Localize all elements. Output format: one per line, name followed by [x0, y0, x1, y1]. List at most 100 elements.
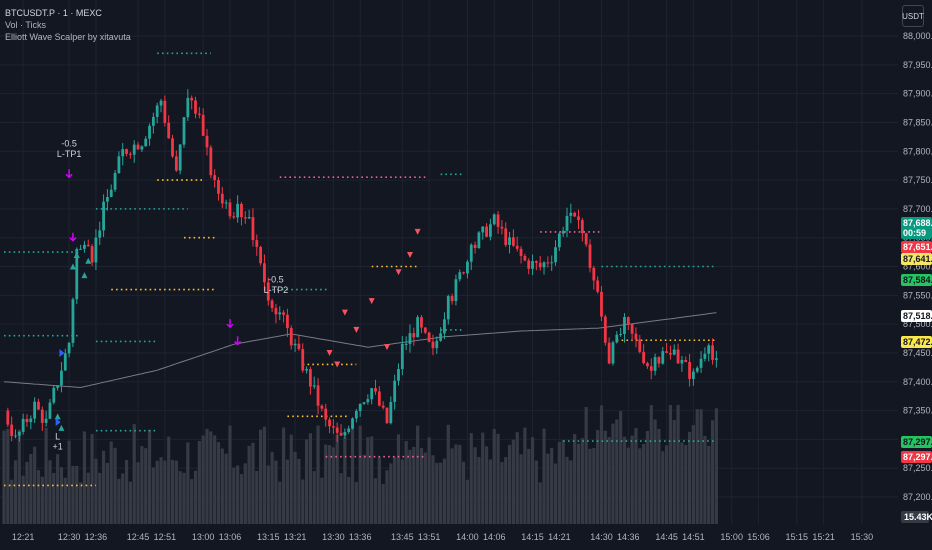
price-tag: [901, 253, 932, 265]
price-tick-label: 87,600.0: [903, 262, 932, 272]
volume-bar: [626, 447, 630, 524]
volume-bar: [645, 431, 650, 524]
elliott-indicator-label[interactable]: Elliott Wave Scalper by xitavuta: [5, 32, 131, 42]
candle-up: [67, 342, 71, 354]
time-tick-label: 14:15: [521, 532, 544, 542]
volume-bar: [400, 459, 404, 524]
candle-down: [374, 388, 377, 392]
volume-bar: [205, 428, 209, 524]
volume-bar: [592, 448, 596, 524]
time-tick-label: 13:30: [322, 532, 345, 542]
wave-marker-icon: [69, 232, 77, 242]
sell-arrow-icon: [334, 361, 341, 368]
candle-down: [205, 135, 209, 148]
volume-bar: [619, 411, 623, 524]
candle-down: [527, 260, 531, 269]
candle-down: [381, 405, 385, 408]
candle-down: [228, 202, 232, 217]
candle-down: [309, 369, 312, 387]
volume-bar: [151, 467, 155, 524]
candle-up: [397, 369, 400, 381]
candle-down: [339, 432, 343, 436]
volume-bar: [232, 467, 236, 524]
volume-bar: [147, 429, 152, 524]
price-axis[interactable]: 88,000.0 87,950.0 87,900.0 87,850.0 87,800.0…: [903, 31, 932, 502]
candle-up: [569, 212, 573, 216]
candle-down: [90, 246, 94, 263]
time-axis[interactable]: 12:21 12:30 12:36 12:45 12:51 13:00 13:06 13:15…: [12, 532, 873, 542]
volume-bar: [507, 444, 512, 524]
volume-bar: [136, 462, 140, 524]
volume-bar: [33, 446, 37, 524]
volume-bar: [408, 449, 412, 524]
candle-up: [178, 144, 182, 171]
candle-down: [634, 333, 638, 340]
volume-bar: [297, 458, 301, 524]
volume-bar: [224, 453, 228, 524]
volume-bar: [611, 423, 615, 524]
volume-bar: [182, 472, 186, 524]
volume-bar: [170, 459, 175, 524]
candle-down: [427, 332, 431, 342]
volume-bar: [488, 459, 493, 524]
symbol-title[interactable]: BTCUSDT.P · 1 · MEXC: [5, 8, 102, 18]
volume-bar: [649, 405, 653, 524]
sell-arrow-icon: [353, 326, 360, 333]
volume-bar: [274, 460, 278, 524]
volume-bar: [327, 445, 332, 524]
price-tick-label: 87,200.0: [903, 492, 932, 502]
candle-down: [573, 212, 577, 217]
candle-down: [297, 343, 301, 350]
volume-bar: [707, 445, 711, 524]
volume-bar: [36, 470, 41, 524]
volume-indicator-label[interactable]: Vol · Ticks: [5, 20, 47, 30]
candle-down: [607, 342, 611, 364]
wave-annotation-label: +1: [52, 442, 62, 452]
volume-bar: [584, 406, 588, 524]
volume-bar: [439, 462, 443, 524]
volume-bar: [174, 460, 178, 524]
candle-down: [255, 240, 259, 247]
volume-bar: [607, 437, 611, 524]
volume-bar: [213, 435, 217, 524]
volume-bar: [101, 450, 106, 524]
candle-down: [676, 349, 680, 364]
candle-up: [63, 353, 67, 371]
volume-bar: [389, 463, 393, 524]
candle-down: [213, 175, 217, 181]
sell-arrow-icon: [395, 269, 402, 276]
volume-bar: [416, 425, 420, 524]
volume-bar: [79, 482, 83, 524]
buy-arrow-icon: [81, 272, 88, 279]
volume-bar: [477, 457, 481, 524]
currency-button[interactable]: USDT: [902, 5, 924, 27]
time-tick-label: 13:51: [418, 532, 441, 542]
candle-up: [703, 353, 707, 359]
candle-down: [473, 244, 477, 249]
sell-arrow-icon: [384, 344, 390, 351]
volume-bar: [167, 436, 171, 524]
candle-up: [389, 401, 393, 424]
volume-bar: [446, 424, 450, 524]
volume-bar: [381, 483, 385, 524]
volume-bar: [251, 442, 255, 524]
candle-down: [646, 363, 649, 367]
price-tag: [901, 436, 932, 448]
volume-bar: [105, 462, 110, 524]
candle-down: [6, 410, 10, 425]
volume-bar: [71, 465, 75, 524]
volume-bar: [603, 430, 607, 524]
candle-up: [79, 248, 82, 250]
volume-bar: [527, 448, 531, 524]
volume-bar: [435, 462, 439, 524]
volume-bar: [21, 475, 25, 524]
price-tag-label: 87,651.5: [903, 242, 932, 252]
price-tag-label: 87,641.6: [903, 254, 932, 264]
candle-down: [523, 255, 527, 261]
candle-up: [550, 262, 554, 264]
volume-bar: [442, 458, 447, 524]
volume-bar: [622, 436, 627, 524]
volume-bar: [385, 470, 389, 524]
